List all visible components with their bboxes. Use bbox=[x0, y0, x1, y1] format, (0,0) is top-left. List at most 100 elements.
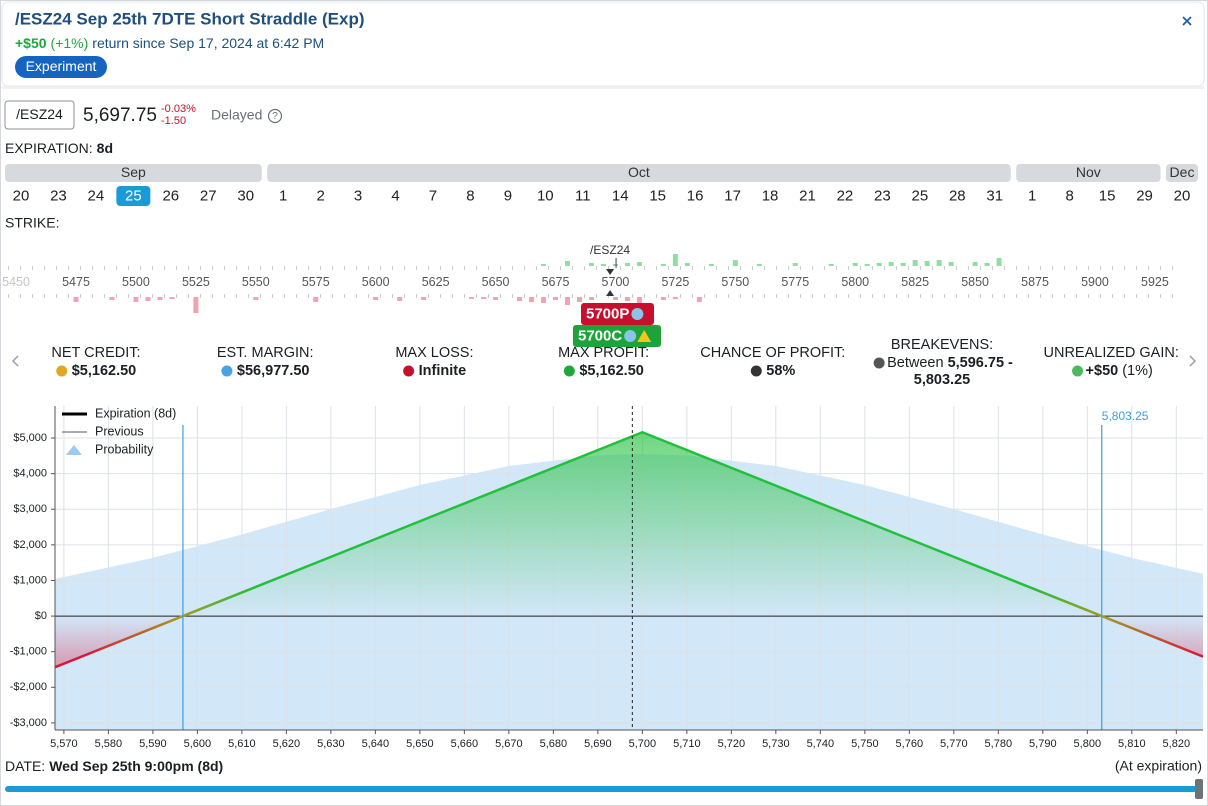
day[interactable]: 20 bbox=[1174, 187, 1191, 204]
day[interactable]: 1 bbox=[279, 187, 287, 204]
slider-thumb[interactable] bbox=[1195, 779, 1203, 799]
legend-label[interactable]: Probability bbox=[95, 442, 154, 456]
legend-swatch bbox=[66, 445, 82, 455]
strike-tick[interactable]: 5750 bbox=[721, 275, 749, 289]
strike-tick[interactable]: 5550 bbox=[242, 275, 270, 289]
put-bar bbox=[157, 297, 163, 300]
month-bar[interactable] bbox=[267, 164, 1011, 182]
day[interactable]: 1 bbox=[1028, 187, 1036, 204]
day[interactable]: 15 bbox=[1099, 187, 1116, 204]
day[interactable]: 11 bbox=[575, 187, 591, 204]
strike-tick[interactable]: 5475 bbox=[62, 275, 90, 289]
day[interactable]: 8 bbox=[1065, 187, 1073, 204]
tag[interactable]: Experiment bbox=[26, 58, 97, 74]
x-tick-label: 5,590 bbox=[139, 738, 167, 750]
symbol[interactable]: /ESZ24 bbox=[16, 106, 63, 122]
strike-tick[interactable]: 5650 bbox=[482, 275, 510, 289]
put-bar bbox=[636, 297, 642, 303]
day[interactable]: 28 bbox=[949, 187, 966, 204]
put-bar bbox=[493, 297, 499, 300]
strike-tick[interactable]: 5600 bbox=[362, 275, 390, 289]
call-bar bbox=[936, 260, 942, 266]
stat-label: UNREALIZED GAIN: bbox=[1044, 345, 1179, 361]
month-bar[interactable] bbox=[5, 164, 262, 182]
help-icon[interactable] bbox=[267, 108, 283, 124]
day[interactable]: 23 bbox=[874, 187, 891, 204]
month-bar[interactable] bbox=[1166, 164, 1198, 182]
day[interactable]: 27 bbox=[200, 187, 217, 204]
put-bar bbox=[541, 297, 547, 303]
stat-icon bbox=[563, 365, 575, 377]
x-tick-label: 5,750 bbox=[851, 738, 879, 750]
x-tick-label: 5,640 bbox=[362, 738, 390, 750]
day[interactable]: 16 bbox=[687, 187, 704, 204]
strike-tick[interactable]: 5775 bbox=[781, 275, 809, 289]
legend-label[interactable]: Expiration (8d) bbox=[95, 406, 176, 420]
put-bar bbox=[660, 297, 666, 300]
day[interactable]: 22 bbox=[837, 187, 854, 204]
day[interactable]: 9 bbox=[504, 187, 512, 204]
strike-tick[interactable]: 5625 bbox=[422, 275, 450, 289]
day[interactable]: 17 bbox=[724, 187, 741, 204]
stat-label: MAX LOSS: bbox=[395, 345, 473, 361]
tag-pill[interactable] bbox=[15, 56, 107, 78]
legend-label[interactable]: Previous bbox=[95, 424, 144, 438]
position-label[interactable]: 5700P bbox=[586, 305, 629, 322]
put-bar bbox=[373, 297, 379, 300]
strike-tick[interactable]: 5500 bbox=[122, 275, 150, 289]
day[interactable]: 31 bbox=[986, 187, 1003, 204]
put-bar bbox=[553, 297, 559, 300]
day[interactable]: 4 bbox=[391, 187, 399, 204]
month-bar[interactable] bbox=[1016, 164, 1161, 182]
stat-value: Between 5,596.75 - bbox=[887, 355, 1013, 371]
close-button[interactable] bbox=[1182, 16, 1192, 26]
day[interactable]: 10 bbox=[537, 187, 554, 204]
strike-tick[interactable]: 5825 bbox=[901, 275, 929, 289]
carousel-left[interactable] bbox=[11, 355, 19, 367]
call-bar bbox=[672, 254, 678, 266]
day[interactable]: 15 bbox=[649, 187, 666, 204]
strike-tick[interactable]: 5700 bbox=[602, 275, 630, 289]
status: Delayed bbox=[211, 107, 262, 123]
day[interactable]: 24 bbox=[88, 187, 105, 204]
day[interactable]: 29 bbox=[1136, 187, 1153, 204]
carousel-right[interactable] bbox=[1189, 355, 1197, 367]
strike-tick[interactable]: 5525 bbox=[182, 275, 210, 289]
y-tick-label: -$2,000 bbox=[10, 681, 47, 693]
put-bar bbox=[612, 297, 618, 300]
day[interactable]: 25 bbox=[911, 187, 928, 204]
day[interactable]: 23 bbox=[50, 187, 67, 204]
strike-tick[interactable]: 5800 bbox=[841, 275, 869, 289]
day[interactable]: 25 bbox=[125, 187, 142, 204]
strike-tick[interactable]: 5875 bbox=[1021, 275, 1049, 289]
position-icon bbox=[624, 330, 637, 342]
day[interactable]: 14 bbox=[612, 187, 629, 204]
symbol-input[interactable] bbox=[4, 100, 75, 130]
day[interactable]: 18 bbox=[762, 187, 779, 204]
help-glyph[interactable]: ? bbox=[272, 111, 278, 122]
strike-tick[interactable]: 5925 bbox=[1141, 275, 1169, 289]
stat-number: 58% bbox=[766, 363, 795, 379]
selected-day[interactable] bbox=[116, 186, 151, 206]
day[interactable]: 2 bbox=[316, 187, 324, 204]
day[interactable]: 7 bbox=[429, 187, 437, 204]
strike-tick[interactable]: 5725 bbox=[661, 275, 689, 289]
strike-tick[interactable]: 5675 bbox=[542, 275, 570, 289]
x-tick-label: 5,810 bbox=[1118, 738, 1146, 750]
day[interactable]: 3 bbox=[354, 187, 362, 204]
x-tick-label: 5,660 bbox=[451, 738, 479, 750]
date-slider[interactable] bbox=[5, 786, 1197, 792]
day[interactable]: 20 bbox=[13, 187, 30, 204]
day[interactable]: 26 bbox=[162, 187, 179, 204]
day[interactable]: 8 bbox=[466, 187, 474, 204]
day[interactable]: 21 bbox=[799, 187, 816, 204]
pnl-area bbox=[55, 432, 1203, 668]
strike-tick[interactable]: 5450 bbox=[2, 275, 30, 289]
change-pct: -0.03% bbox=[161, 103, 196, 115]
position-label[interactable]: 5700C bbox=[578, 327, 622, 344]
strike-tick[interactable]: 5575 bbox=[302, 275, 330, 289]
day[interactable]: 30 bbox=[237, 187, 254, 204]
call-bar bbox=[756, 264, 762, 266]
strike-tick[interactable]: 5900 bbox=[1081, 275, 1109, 289]
strike-tick[interactable]: 5850 bbox=[961, 275, 989, 289]
